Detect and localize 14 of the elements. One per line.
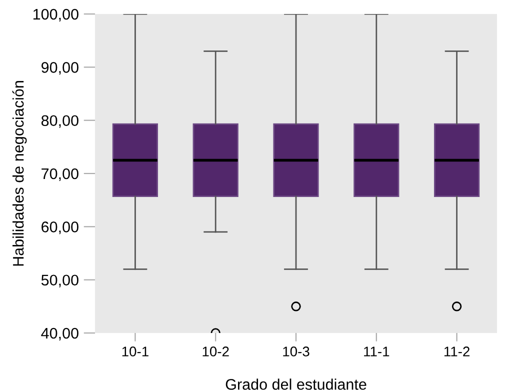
y-tick-label: 100,00 (33, 8, 78, 22)
y-tick-label: 40,00 (41, 328, 78, 340)
y-tick-label: 60,00 (42, 222, 78, 234)
y-tick-label: 50,00 (41, 274, 78, 288)
y-tick-label: 80,00 (41, 115, 78, 128)
x-tick-label: 11-2 (444, 346, 470, 356)
y-axis-title: Habilidades de negociación (12, 81, 27, 266)
y-tick-label: 70,00 (42, 168, 78, 181)
x-tick-label: 10-3 (283, 346, 310, 356)
x-tick-label: 11-1 (364, 346, 390, 356)
x-axis-title: Grado del estudiante (226, 378, 366, 390)
x-tick-label: 10-2 (202, 346, 229, 356)
x-tick-label: 10-1 (122, 346, 148, 356)
y-tick-label: 90,00 (42, 62, 78, 75)
